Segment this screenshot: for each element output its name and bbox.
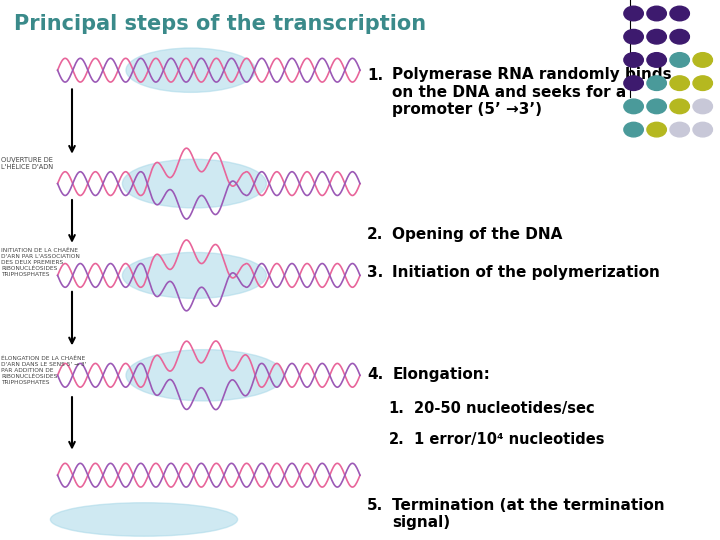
Ellipse shape [122,159,266,208]
Text: 1 error/10⁴ nucleotides: 1 error/10⁴ nucleotides [414,432,605,447]
Text: Initiation of the polymerization: Initiation of the polymerization [392,265,660,280]
Text: 1.: 1. [367,68,383,83]
Ellipse shape [122,252,266,298]
Ellipse shape [126,350,284,401]
Text: Termination (at the termination
signal): Termination (at the termination signal) [392,498,665,530]
Ellipse shape [126,48,256,92]
Text: 20-50 nucleotides/sec: 20-50 nucleotides/sec [414,401,595,416]
Text: 2.: 2. [389,432,405,447]
Text: Polymerase RNA randomly binds
on the DNA and seeks for a
promoter (5’ →3’): Polymerase RNA randomly binds on the DNA… [392,68,672,117]
Text: Principal steps of the transcription: Principal steps of the transcription [14,14,426,33]
Text: 4.: 4. [367,367,384,382]
Text: Elongation:: Elongation: [392,367,490,382]
Text: OUVERTURE DE
L'HÉLICE D'ADN: OUVERTURE DE L'HÉLICE D'ADN [1,157,53,170]
Text: Opening of the DNA: Opening of the DNA [392,227,563,242]
Ellipse shape [50,503,238,536]
Text: ÉLONGATION DE LA CHAÊNE
D'ARN DANS LE SENS 5' → 3'
PAR ADDITION DE
RIBONUCLÉOSID: ÉLONGATION DE LA CHAÊNE D'ARN DANS LE SE… [1,356,87,384]
Text: 1.: 1. [389,401,405,416]
Text: 2.: 2. [367,227,384,242]
Text: 5.: 5. [367,498,384,513]
Text: 3.: 3. [367,265,384,280]
Text: INITIATION DE LA CHAÊNE
D'ARN PAR L'ASSOCIATION
DES DEUX PREMIERS
RIBONUCLÉOSIDE: INITIATION DE LA CHAÊNE D'ARN PAR L'ASSO… [1,248,81,276]
